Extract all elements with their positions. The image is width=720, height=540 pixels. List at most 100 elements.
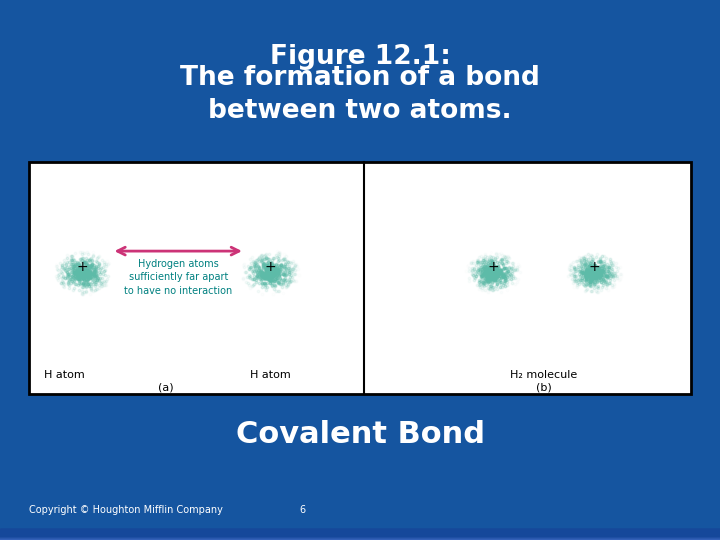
Bar bbox=[0, 532, 720, 538]
Bar bbox=[0, 531, 720, 537]
Bar bbox=[0, 530, 720, 536]
Text: H atom: H atom bbox=[250, 370, 290, 380]
Bar bbox=[0, 531, 720, 536]
Bar bbox=[0, 533, 720, 538]
Bar bbox=[0, 530, 720, 536]
Bar bbox=[0, 532, 720, 538]
Bar bbox=[29, 162, 691, 394]
Bar bbox=[0, 531, 720, 536]
Bar bbox=[0, 530, 720, 535]
Bar bbox=[0, 531, 720, 537]
Text: The formation of a bond
between two atoms.: The formation of a bond between two atom… bbox=[180, 65, 540, 124]
Bar bbox=[0, 530, 720, 536]
Bar bbox=[0, 531, 720, 537]
Bar bbox=[0, 530, 720, 536]
Bar bbox=[0, 534, 720, 539]
Bar bbox=[0, 534, 720, 539]
Bar bbox=[0, 534, 720, 539]
Bar bbox=[0, 532, 720, 538]
Bar bbox=[0, 530, 720, 535]
Bar bbox=[0, 534, 720, 539]
Bar bbox=[0, 534, 720, 539]
Text: H₂ molecule: H₂ molecule bbox=[510, 370, 577, 380]
Bar bbox=[0, 532, 720, 538]
Text: Figure 12.1:: Figure 12.1: bbox=[269, 44, 451, 70]
Bar bbox=[0, 534, 720, 539]
Bar bbox=[0, 531, 720, 536]
Bar bbox=[0, 529, 720, 535]
Bar bbox=[0, 530, 720, 535]
Bar bbox=[0, 532, 720, 537]
Bar bbox=[0, 533, 720, 538]
Bar bbox=[0, 535, 720, 540]
Bar bbox=[0, 530, 720, 536]
Bar bbox=[0, 531, 720, 537]
Bar bbox=[0, 531, 720, 536]
Bar bbox=[0, 531, 720, 536]
Text: +: + bbox=[588, 260, 600, 274]
Bar bbox=[0, 532, 720, 538]
Bar bbox=[0, 531, 720, 536]
Bar bbox=[0, 532, 720, 538]
Bar bbox=[0, 534, 720, 539]
Bar bbox=[0, 532, 720, 538]
Bar bbox=[0, 532, 720, 537]
Bar bbox=[0, 533, 720, 538]
Bar bbox=[0, 532, 720, 538]
Bar bbox=[0, 532, 720, 537]
Bar bbox=[0, 533, 720, 538]
Bar bbox=[0, 535, 720, 540]
Bar bbox=[0, 530, 720, 536]
Bar bbox=[0, 532, 720, 537]
Bar bbox=[0, 530, 720, 535]
Bar bbox=[0, 531, 720, 537]
Text: H atom: H atom bbox=[45, 370, 85, 380]
Bar bbox=[0, 535, 720, 540]
Bar bbox=[0, 533, 720, 538]
Bar bbox=[0, 531, 720, 537]
Text: +: + bbox=[487, 260, 499, 274]
Bar bbox=[0, 534, 720, 539]
Text: (a): (a) bbox=[158, 383, 174, 393]
Bar bbox=[0, 534, 720, 539]
Bar bbox=[0, 534, 720, 539]
Bar bbox=[0, 531, 720, 537]
Bar bbox=[0, 535, 720, 540]
Bar bbox=[0, 531, 720, 537]
Bar bbox=[0, 530, 720, 536]
Bar bbox=[0, 530, 720, 535]
Bar bbox=[0, 529, 720, 535]
Bar bbox=[0, 529, 720, 535]
Bar bbox=[0, 529, 720, 535]
Bar bbox=[0, 532, 720, 537]
Bar bbox=[0, 531, 720, 537]
Bar bbox=[0, 535, 720, 540]
Bar bbox=[0, 530, 720, 535]
Bar bbox=[0, 530, 720, 535]
Text: (b): (b) bbox=[536, 383, 552, 393]
Bar bbox=[0, 531, 720, 536]
Bar bbox=[0, 529, 720, 535]
Bar bbox=[0, 533, 720, 538]
Bar bbox=[0, 535, 720, 540]
Bar bbox=[0, 534, 720, 539]
Text: 6: 6 bbox=[300, 505, 305, 515]
Bar bbox=[0, 531, 720, 537]
Bar bbox=[0, 534, 720, 539]
Text: Hydrogen atoms
sufficiently far apart
to have no interaction: Hydrogen atoms sufficiently far apart to… bbox=[125, 259, 233, 295]
Bar bbox=[0, 532, 720, 537]
Bar bbox=[0, 530, 720, 536]
Bar bbox=[0, 534, 720, 539]
Bar bbox=[0, 531, 720, 536]
Bar bbox=[0, 534, 720, 539]
Bar bbox=[0, 530, 720, 536]
Bar bbox=[0, 534, 720, 539]
Bar bbox=[0, 532, 720, 537]
Text: +: + bbox=[77, 260, 89, 274]
Text: Covalent Bond: Covalent Bond bbox=[235, 420, 485, 449]
Bar bbox=[0, 534, 720, 539]
Bar bbox=[0, 532, 720, 537]
Bar bbox=[0, 534, 720, 539]
Bar bbox=[0, 534, 720, 539]
Bar bbox=[0, 532, 720, 538]
